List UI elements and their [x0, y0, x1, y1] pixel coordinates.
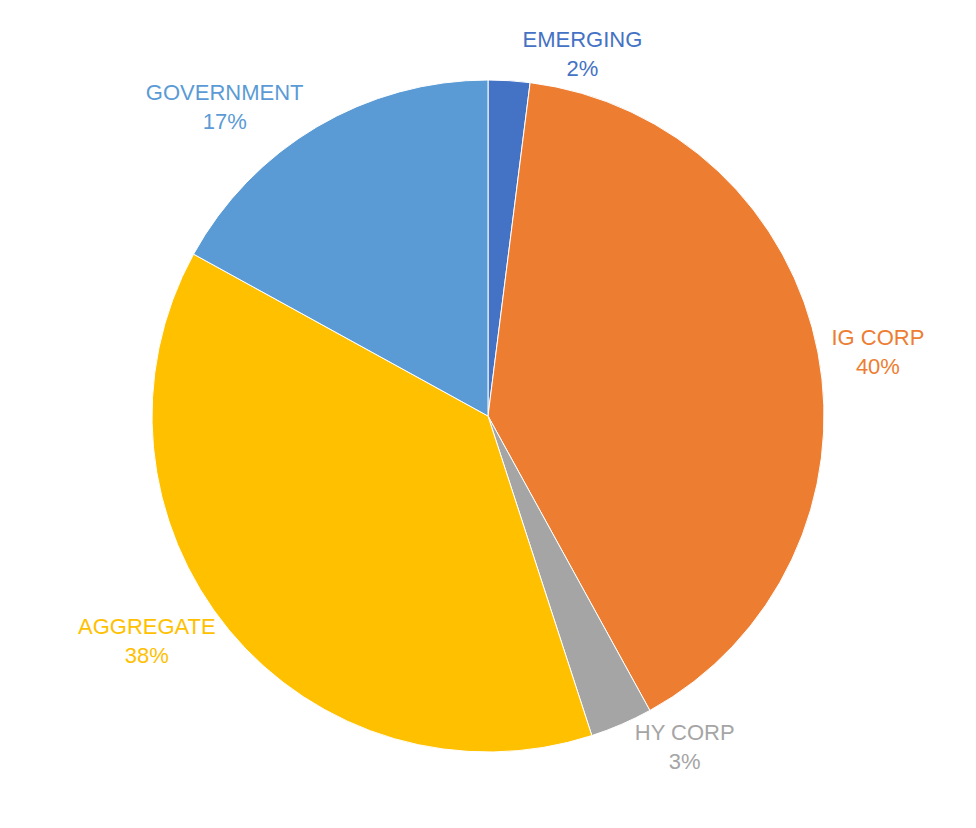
svg-text:GOVERNMENT17%: GOVERNMENT17%: [146, 80, 304, 134]
svg-text:HY CORP3%: HY CORP3%: [635, 720, 735, 774]
svg-text:EMERGING2%: EMERGING2%: [522, 27, 642, 81]
svg-text:IG CORP40%: IG CORP40%: [831, 325, 924, 379]
svg-text:AGGREGATE38%: AGGREGATE38%: [78, 614, 216, 668]
